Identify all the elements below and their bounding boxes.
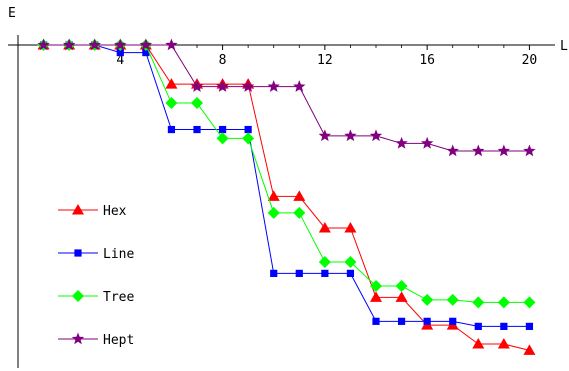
data-point-hept	[523, 144, 536, 157]
data-point-hex	[293, 190, 306, 201]
data-point-hept	[114, 38, 127, 51]
data-point-hex	[523, 344, 536, 355]
data-point-hept	[62, 38, 76, 51]
data-point-line	[423, 317, 431, 325]
series-layer	[37, 38, 536, 355]
data-point-tree	[370, 280, 382, 293]
data-point-tree	[472, 296, 485, 309]
data-point-line	[142, 48, 150, 57]
data-point-tree	[497, 296, 510, 309]
data-point-line	[397, 317, 406, 325]
series-line-tree	[43, 44, 530, 303]
data-point-hept	[497, 144, 511, 157]
data-point-tree	[191, 97, 203, 110]
data-point-tree	[318, 256, 331, 269]
x-tick-label: 20	[522, 53, 538, 68]
legend-marker-hex	[72, 204, 84, 215]
data-point-tree	[421, 293, 434, 306]
legend-label-hex: Hex	[103, 204, 127, 219]
data-point-line	[193, 125, 201, 134]
legend-item-tree: Tree	[58, 290, 134, 305]
x-tick-label: 12	[317, 53, 333, 68]
data-point-hept	[37, 38, 50, 51]
data-point-tree	[267, 206, 280, 219]
data-point-hept	[216, 80, 229, 92]
legend: Hex Line Tree Hept	[58, 204, 134, 348]
series-tree	[37, 39, 536, 309]
legend-item-hex: Hex	[58, 204, 127, 219]
data-point-line	[449, 317, 457, 325]
legend-label-tree: Tree	[103, 290, 134, 305]
data-point-line	[474, 322, 482, 330]
legend-marker-tree	[72, 290, 84, 302]
data-point-hex	[318, 221, 331, 233]
x-tick-label: 16	[419, 53, 435, 68]
data-point-hept	[395, 136, 408, 149]
data-point-hept	[165, 38, 178, 51]
data-point-tree	[293, 206, 306, 219]
data-point-line	[244, 125, 252, 134]
data-point-tree	[523, 296, 536, 309]
data-point-line	[218, 125, 227, 134]
data-point-hept	[472, 144, 485, 157]
legend-label-hept: Hept	[103, 333, 134, 348]
axes: 4 8 12 16 20 E L	[8, 6, 568, 368]
data-point-hept	[267, 80, 280, 92]
legend-marker-line	[74, 249, 82, 257]
data-point-line	[372, 317, 380, 325]
data-point-hept	[139, 38, 153, 51]
data-point-hept	[318, 129, 332, 142]
data-point-hex	[370, 291, 382, 302]
data-point-hex	[165, 78, 178, 89]
data-point-hex	[267, 190, 280, 201]
data-point-line	[295, 269, 303, 277]
data-point-hept	[88, 38, 101, 51]
data-point-hept	[241, 80, 255, 92]
data-point-hex	[472, 338, 485, 349]
legend-marker-hept	[71, 332, 85, 345]
data-point-hept	[190, 80, 204, 92]
data-point-line	[167, 125, 176, 134]
data-point-tree	[446, 293, 459, 306]
x-axis-title: L	[560, 39, 568, 54]
data-point-tree	[216, 132, 229, 145]
data-point-line	[321, 269, 329, 277]
data-point-tree	[395, 280, 408, 293]
data-point-hept	[369, 129, 383, 142]
data-point-line	[346, 269, 355, 277]
legend-label-line: Line	[103, 247, 134, 262]
x-tick-label: 8	[219, 53, 227, 68]
series-line	[39, 41, 534, 330]
data-point-tree	[242, 132, 255, 145]
data-point-tree	[344, 256, 357, 269]
data-point-tree	[165, 97, 178, 110]
y-axis-title: E	[8, 6, 16, 21]
data-point-hept	[293, 80, 306, 92]
series-hept	[37, 38, 536, 157]
data-point-line	[116, 48, 124, 57]
data-point-line	[270, 269, 278, 277]
data-point-line	[525, 322, 534, 330]
data-point-hept	[344, 129, 357, 142]
data-point-hex	[344, 221, 357, 233]
x-tick-label: 4	[116, 53, 124, 68]
data-point-line	[500, 322, 508, 330]
series-line-line	[43, 44, 530, 327]
data-point-hex	[497, 338, 510, 349]
data-point-hept	[446, 144, 459, 157]
legend-item-hept: Hept	[58, 332, 134, 348]
legend-item-line: Line	[58, 247, 134, 262]
data-point-hex	[395, 291, 408, 302]
data-point-hept	[420, 136, 434, 149]
